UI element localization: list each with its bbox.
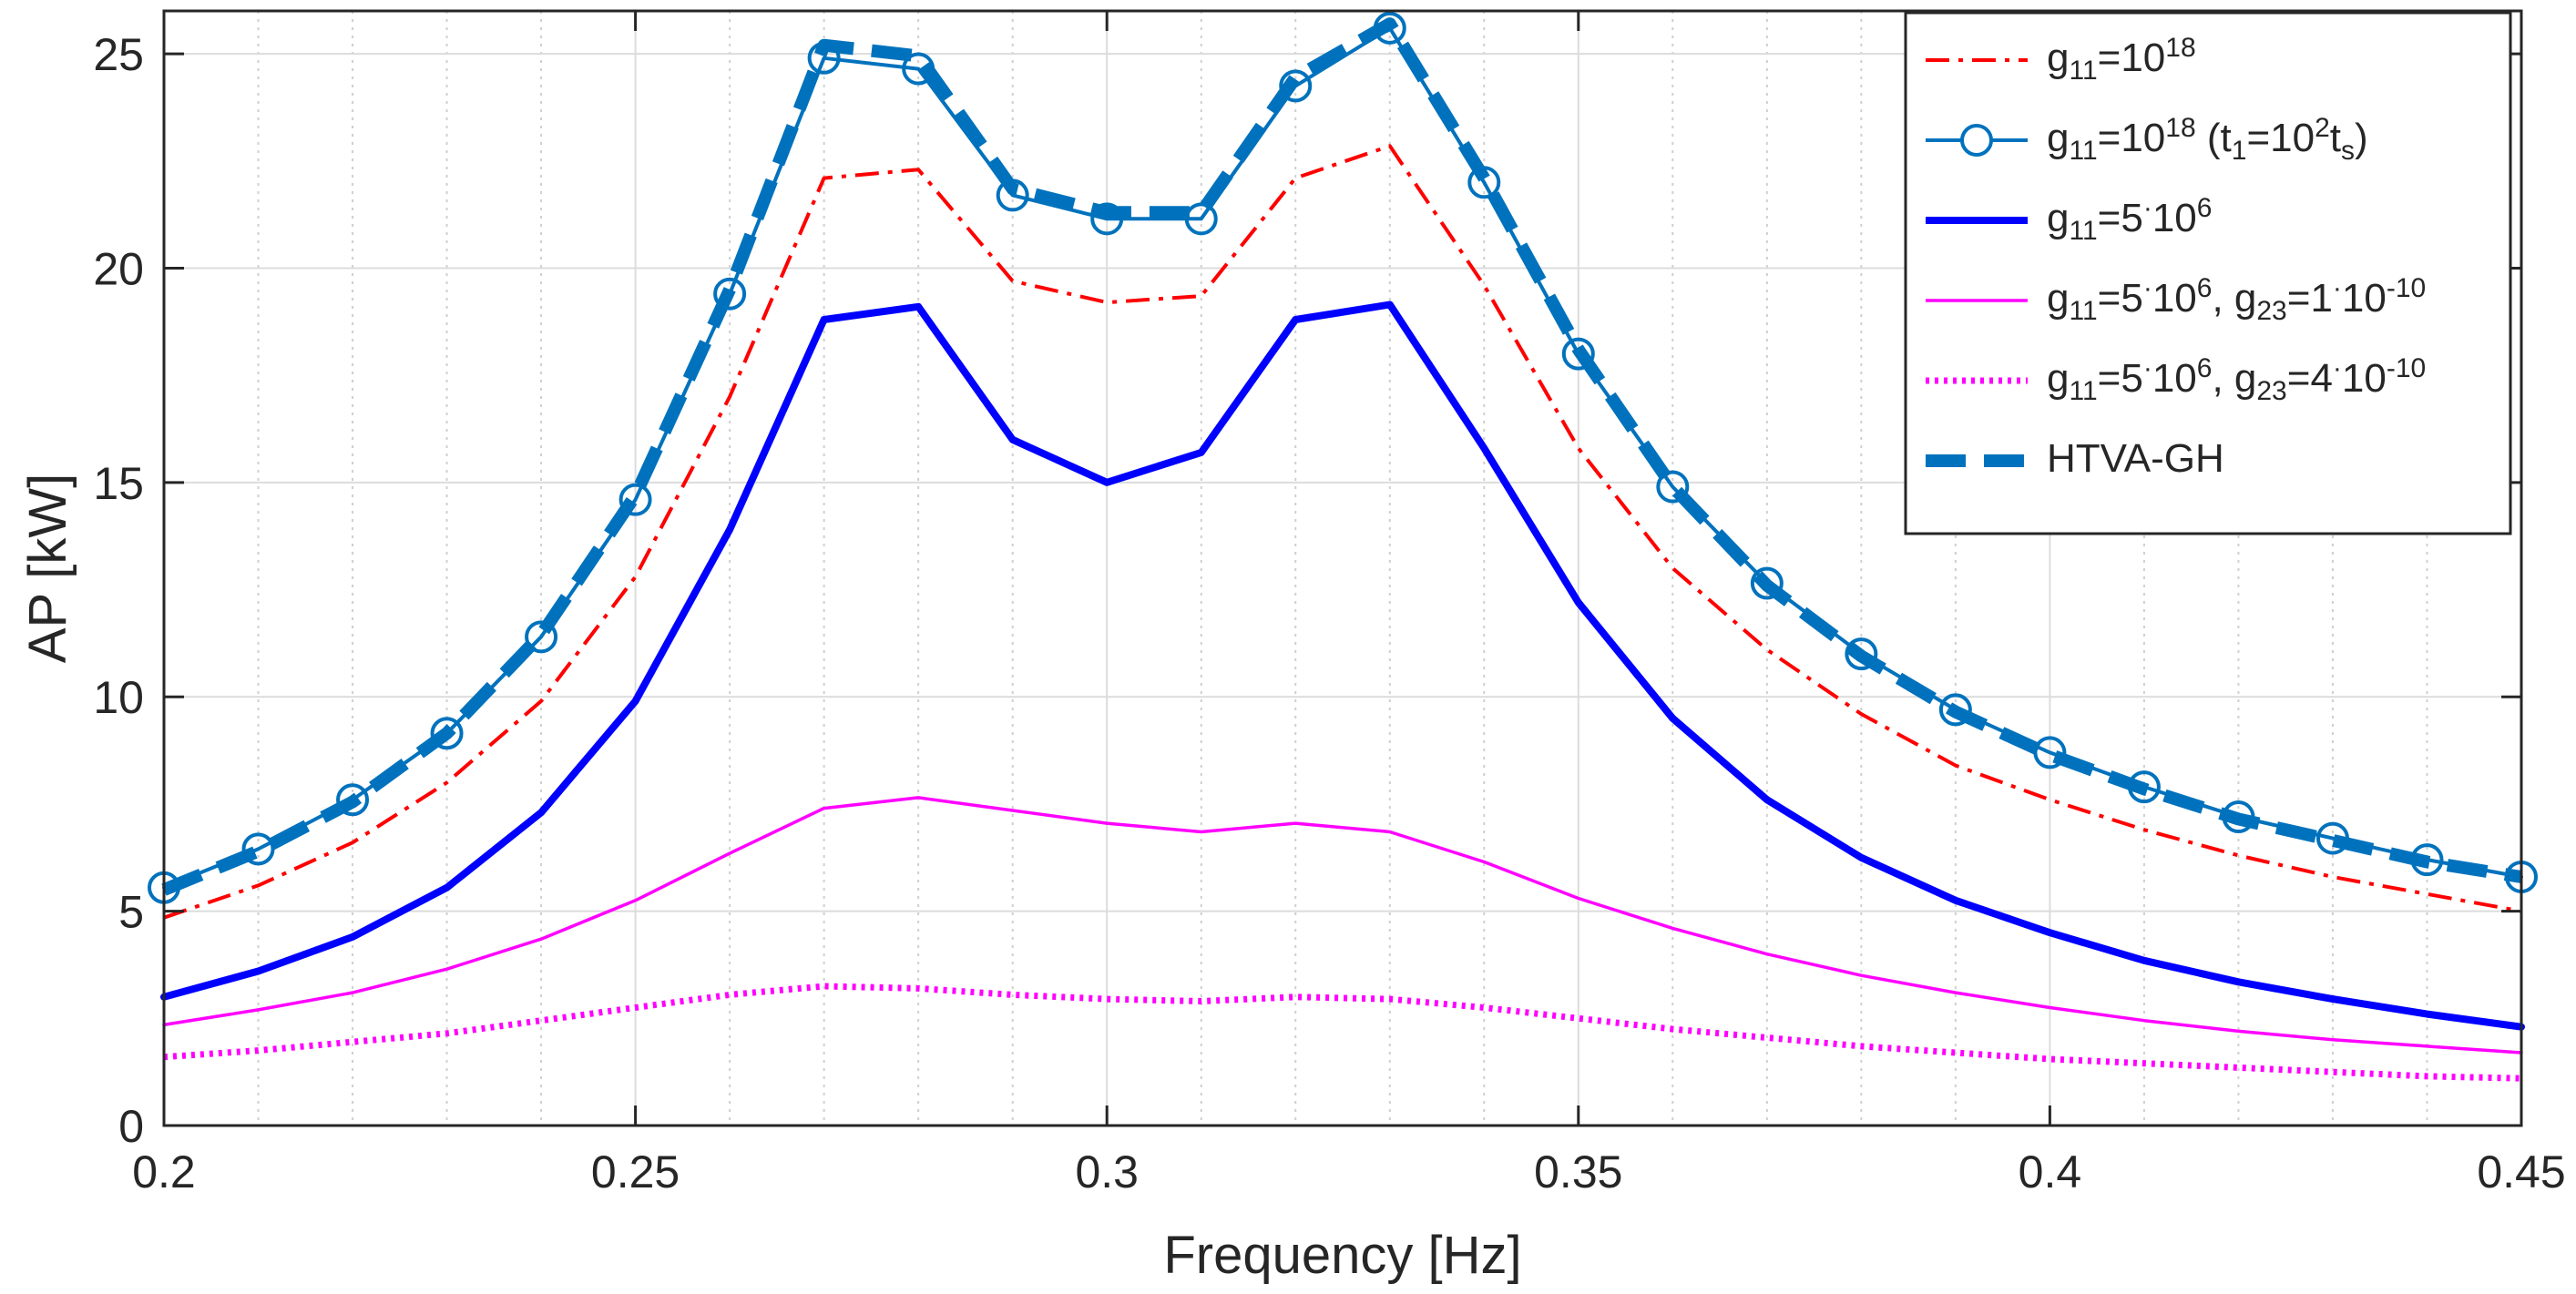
series-line bbox=[163, 983, 2522, 1082]
data-point bbox=[1373, 11, 1406, 45]
y-tick-label: 0 bbox=[118, 1101, 144, 1152]
data-point bbox=[1184, 202, 1218, 236]
data-point bbox=[1279, 69, 1313, 103]
series-2 bbox=[160, 301, 2525, 1031]
legend-item: g11=5·106 bbox=[1926, 193, 2212, 247]
x-axis-title: Frequency [Hz] bbox=[1163, 1226, 1521, 1285]
legend-label: g11=1018 (t1=102ts) bbox=[2047, 113, 2368, 167]
series-0 bbox=[163, 144, 2522, 920]
data-point bbox=[1090, 202, 1124, 236]
data-point bbox=[1750, 566, 1784, 600]
data-point bbox=[618, 483, 652, 516]
series-line bbox=[163, 144, 2522, 920]
series-line bbox=[160, 301, 2525, 1031]
series-line bbox=[162, 25, 2523, 890]
series-1 bbox=[148, 11, 2538, 904]
data-point bbox=[807, 41, 841, 75]
y-tick-label: 15 bbox=[93, 458, 144, 509]
legend-label: g11=5·106 bbox=[2047, 193, 2212, 247]
data-point bbox=[525, 620, 558, 654]
data-point bbox=[1561, 337, 1595, 371]
legend-item: g11=1018 bbox=[1926, 33, 2196, 87]
data-point bbox=[2315, 821, 2349, 855]
y-axis-title: AP [kW] bbox=[18, 474, 77, 663]
data-point bbox=[2222, 800, 2255, 834]
y-tick-label: 25 bbox=[93, 29, 144, 80]
legend-label: HTVA-GH bbox=[2047, 436, 2224, 481]
legend-box bbox=[1904, 11, 2512, 535]
data-point bbox=[996, 178, 1029, 212]
data-point bbox=[1467, 166, 1501, 199]
legend-item: g11=5·106, g23=1·10-10 bbox=[1926, 273, 2426, 327]
data-point bbox=[241, 832, 275, 866]
x-tick-label: 0.35 bbox=[1534, 1146, 1622, 1197]
data-point bbox=[1938, 693, 1972, 727]
legend: g11=1018 g11=1018 (t1=102ts) g11=5·106 g11=… bbox=[1904, 11, 2512, 535]
legend-label: g11=1018 bbox=[2047, 33, 2196, 87]
legend-item: HTVA-GH bbox=[1926, 436, 2224, 481]
legend-item: g11=5·106, g23=4·10-10 bbox=[1926, 353, 2426, 407]
y-tick-label: 10 bbox=[93, 672, 144, 723]
data-point bbox=[336, 783, 370, 817]
legend-marker bbox=[1960, 124, 1993, 157]
x-tick-label: 0.3 bbox=[1075, 1146, 1139, 1197]
data-point bbox=[2033, 736, 2067, 769]
y-tick-label: 20 bbox=[93, 243, 144, 294]
series-4 bbox=[163, 983, 2522, 1082]
plot-frame bbox=[162, 9, 2523, 1127]
x-tick-label: 0.25 bbox=[591, 1146, 680, 1197]
data-point bbox=[2127, 770, 2161, 804]
series-line bbox=[162, 796, 2523, 1055]
data-point bbox=[713, 277, 747, 311]
x-tick-label: 0.4 bbox=[2019, 1146, 2082, 1197]
x-tick-label: 0.45 bbox=[2477, 1146, 2565, 1197]
series-layer bbox=[148, 11, 2538, 1082]
data-point bbox=[2410, 843, 2444, 877]
series-3 bbox=[162, 796, 2523, 1055]
legend-label: g11=5·106, g23=1·10-10 bbox=[2047, 273, 2426, 327]
x-tick-label: 0.2 bbox=[132, 1146, 196, 1197]
data-point bbox=[1656, 470, 1690, 504]
legend-item: g11=1018 (t1=102ts) bbox=[1926, 113, 2368, 167]
minor-grid bbox=[257, 11, 2428, 1126]
data-point bbox=[1845, 637, 1878, 671]
y-tick-label: 5 bbox=[118, 887, 144, 938]
data-point bbox=[902, 52, 935, 86]
legend-label: g11=5·106, g23=4·10-10 bbox=[2047, 353, 2426, 407]
data-point bbox=[430, 717, 464, 750]
